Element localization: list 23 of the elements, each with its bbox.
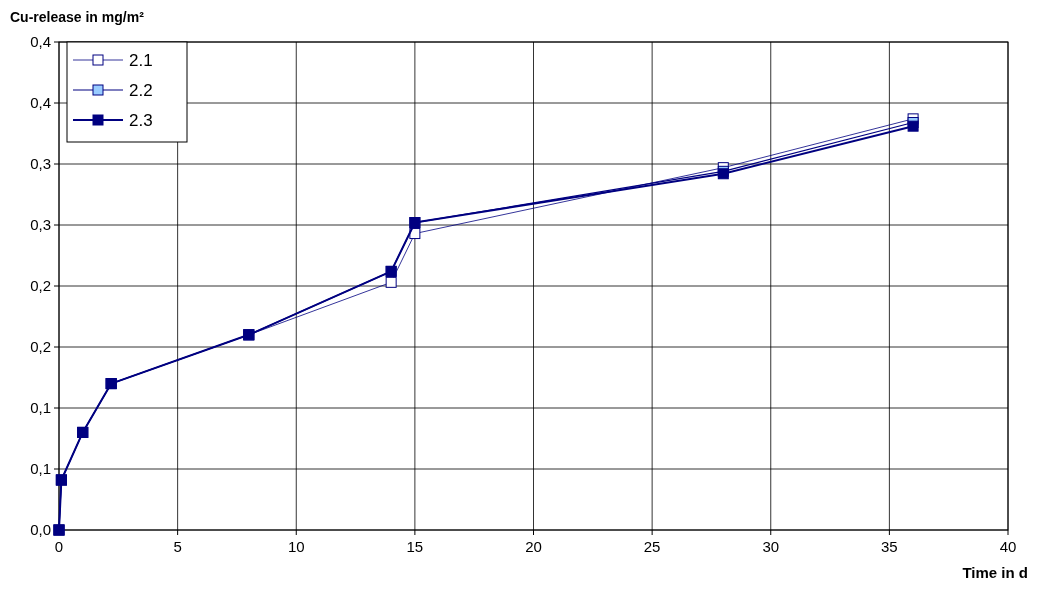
y-tick-label: 0,0 <box>30 521 51 538</box>
legend-label: 2.3 <box>129 111 153 130</box>
x-tick-label: 5 <box>173 538 182 555</box>
y-axis-title: Cu-release in mg/m² <box>10 9 145 25</box>
y-tick-label: 0,4 <box>30 33 51 50</box>
y-tick-label: 0,2 <box>30 338 51 355</box>
y-tick-label: 0,1 <box>30 460 51 477</box>
y-tick-label: 0,3 <box>30 155 51 172</box>
y-tick-label: 0,1 <box>30 399 51 416</box>
x-tick-label: 35 <box>881 538 898 555</box>
y-tick-label: 0,3 <box>30 216 51 233</box>
x-axis-title: Time in d <box>962 564 1028 581</box>
x-tick-label: 0 <box>54 538 64 555</box>
y-tick-label: 0,2 <box>30 277 51 294</box>
x-tick-label: 10 <box>287 538 305 555</box>
x-tick-label: 25 <box>643 538 661 555</box>
x-tick-label: 15 <box>406 538 424 555</box>
x-tick-label: 30 <box>762 538 780 555</box>
x-tick-label: 40 <box>999 538 1017 555</box>
legend-label: 2.2 <box>129 81 153 100</box>
legend-label: 2.1 <box>129 51 153 70</box>
x-tick-label: 20 <box>525 538 542 555</box>
y-tick-label: 0,4 <box>30 94 51 111</box>
